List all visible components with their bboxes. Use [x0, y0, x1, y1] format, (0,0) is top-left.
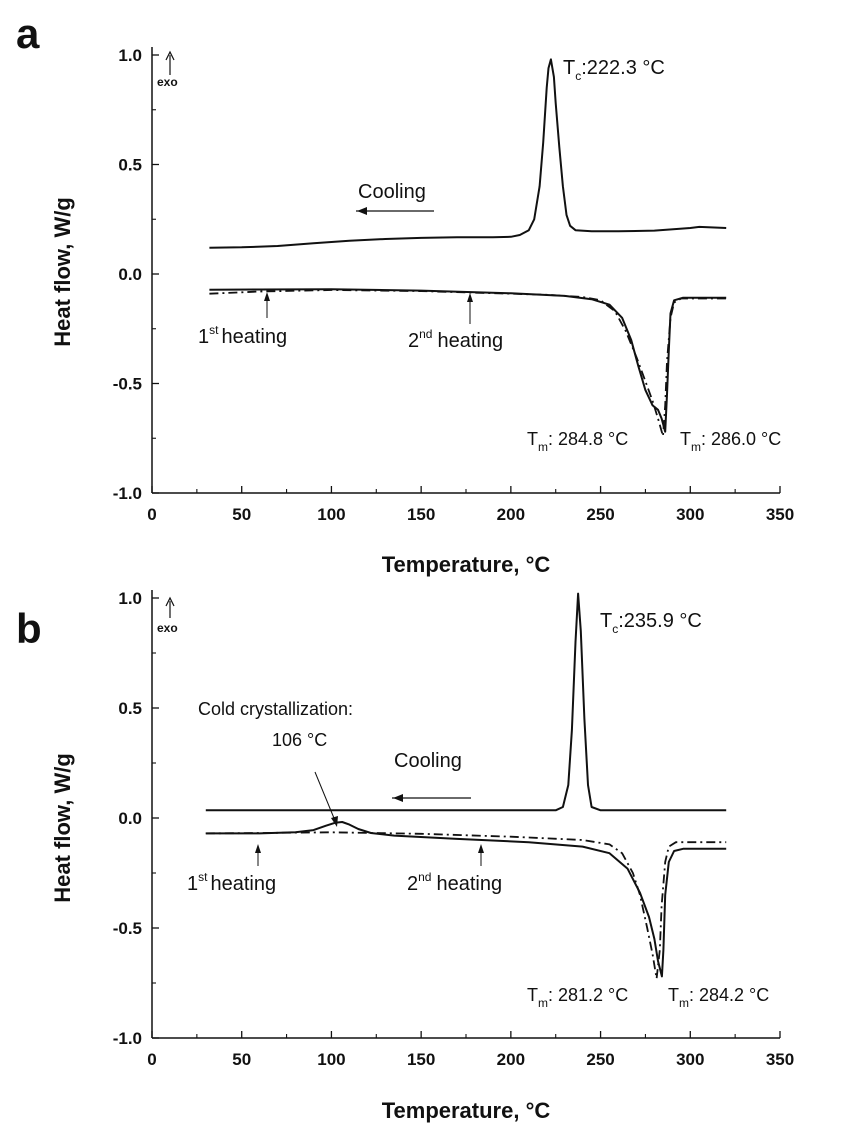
y-tick-label: -0.5: [113, 375, 142, 394]
x-tick-label: 200: [497, 505, 525, 524]
heating2-label: 2nd heating: [408, 327, 503, 352]
y-tick-label: 0.5: [118, 156, 142, 175]
x-tick-label: 200: [497, 1050, 525, 1069]
x-tick-label: 250: [586, 1050, 614, 1069]
panel-letter-b: b: [16, 605, 42, 652]
tm2-annotation: Tm: 286.0 °C: [680, 429, 781, 454]
cooling-arrow: [356, 207, 434, 215]
cold-crystallization-pointer: [314, 771, 338, 827]
heating2-label: 2nd heating: [407, 870, 502, 895]
x-axis-title: Temperature, °C: [382, 1098, 551, 1123]
series-line-1st-heating: [209, 289, 727, 437]
cooling-label: Cooling: [394, 750, 462, 772]
svg-text:Heat flow, W/g: Heat flow, W/g: [50, 753, 75, 903]
panel-b: b Heat flow, W/g Temperature, °C 0 50 100 1…: [0, 580, 850, 1131]
series-group-b: [205, 592, 727, 980]
cooling-label: Cooling: [358, 181, 426, 203]
tc-annotation: Tc:235.9 °C: [600, 610, 702, 636]
exo-label: exo: [157, 75, 178, 89]
exo-arrow-a: exo: [157, 50, 178, 89]
x-tick-label: 350: [766, 505, 794, 524]
x-tick-label: 300: [676, 505, 704, 524]
y-tick-label: 0.0: [118, 809, 142, 828]
x-tick-label: 300: [676, 1050, 704, 1069]
heating1-label: 1st heating: [198, 323, 287, 348]
heating1-label: 1st heating: [187, 870, 276, 895]
series-line-1st-heating: [205, 831, 727, 980]
y-tick-label: -1.0: [113, 484, 142, 503]
y-tick-label: 0.5: [118, 699, 142, 718]
series-line-2nd-heating: [209, 288, 727, 433]
y-tick-label: 1.0: [118, 46, 142, 65]
heating1-pointer: [264, 292, 270, 318]
cold-crystallization-label: Cold crystallization:: [198, 699, 353, 719]
y-axis-title: Heat flow, W/g: [50, 753, 75, 903]
x-tick-label: 0: [147, 1050, 156, 1069]
y-tick-label: -1.0: [113, 1029, 142, 1048]
heating2-pointer: [478, 844, 484, 866]
series-line-cooling: [205, 592, 727, 812]
x-tick-label: 100: [317, 505, 345, 524]
series-line-cooling: [209, 58, 727, 249]
heating2-pointer: [467, 293, 473, 324]
tm1-annotation: Tm: 284.8 °C: [527, 429, 628, 454]
x-tick-label: 50: [232, 1050, 251, 1069]
y-tick-label: -0.5: [113, 919, 142, 938]
series-line-2nd-heating: [205, 821, 727, 978]
x-tick-label: 350: [766, 1050, 794, 1069]
cooling-arrow: [392, 794, 471, 802]
exo-label: exo: [157, 621, 178, 635]
y-tick-label: 0.0: [118, 265, 142, 284]
svg-text:Heat flow, W/g: Heat flow, W/g: [50, 197, 75, 347]
x-tick-label: 150: [407, 1050, 435, 1069]
x-tick-label: 150: [407, 505, 435, 524]
axes-a: 0 50 100 150 200 250 300 350 1.0 0.5 0.0 -0.5 -1.0: [113, 46, 794, 524]
exo-arrow-b: exo: [157, 596, 178, 635]
cold-crystallization-temp: 106 °C: [272, 730, 327, 750]
panel-letter-a: a: [16, 10, 40, 57]
y-axis-title: Heat flow, W/g: [50, 197, 75, 347]
x-tick-label: 250: [586, 505, 614, 524]
x-tick-label: 100: [317, 1050, 345, 1069]
x-tick-label: 50: [232, 505, 251, 524]
x-tick-label: 0: [147, 505, 156, 524]
tm2-annotation: Tm: 284.2 °C: [668, 985, 769, 1010]
panel-a: a Heat flow, W/g Temperature, °C 0 50 100 1…: [16, 10, 794, 577]
series-group-a: [209, 58, 727, 437]
tm1-annotation: Tm: 281.2 °C: [527, 985, 628, 1010]
heating1-pointer: [255, 844, 261, 866]
y-tick-label: 1.0: [118, 589, 142, 608]
x-axis-title: Temperature, °C: [382, 552, 551, 577]
tc-annotation: Tc:222.3 °C: [563, 57, 665, 83]
axes-b: 0 50 100 150 200 250 300 350 1.0 0.5 0.0 -0.5 -1.0: [113, 589, 794, 1069]
